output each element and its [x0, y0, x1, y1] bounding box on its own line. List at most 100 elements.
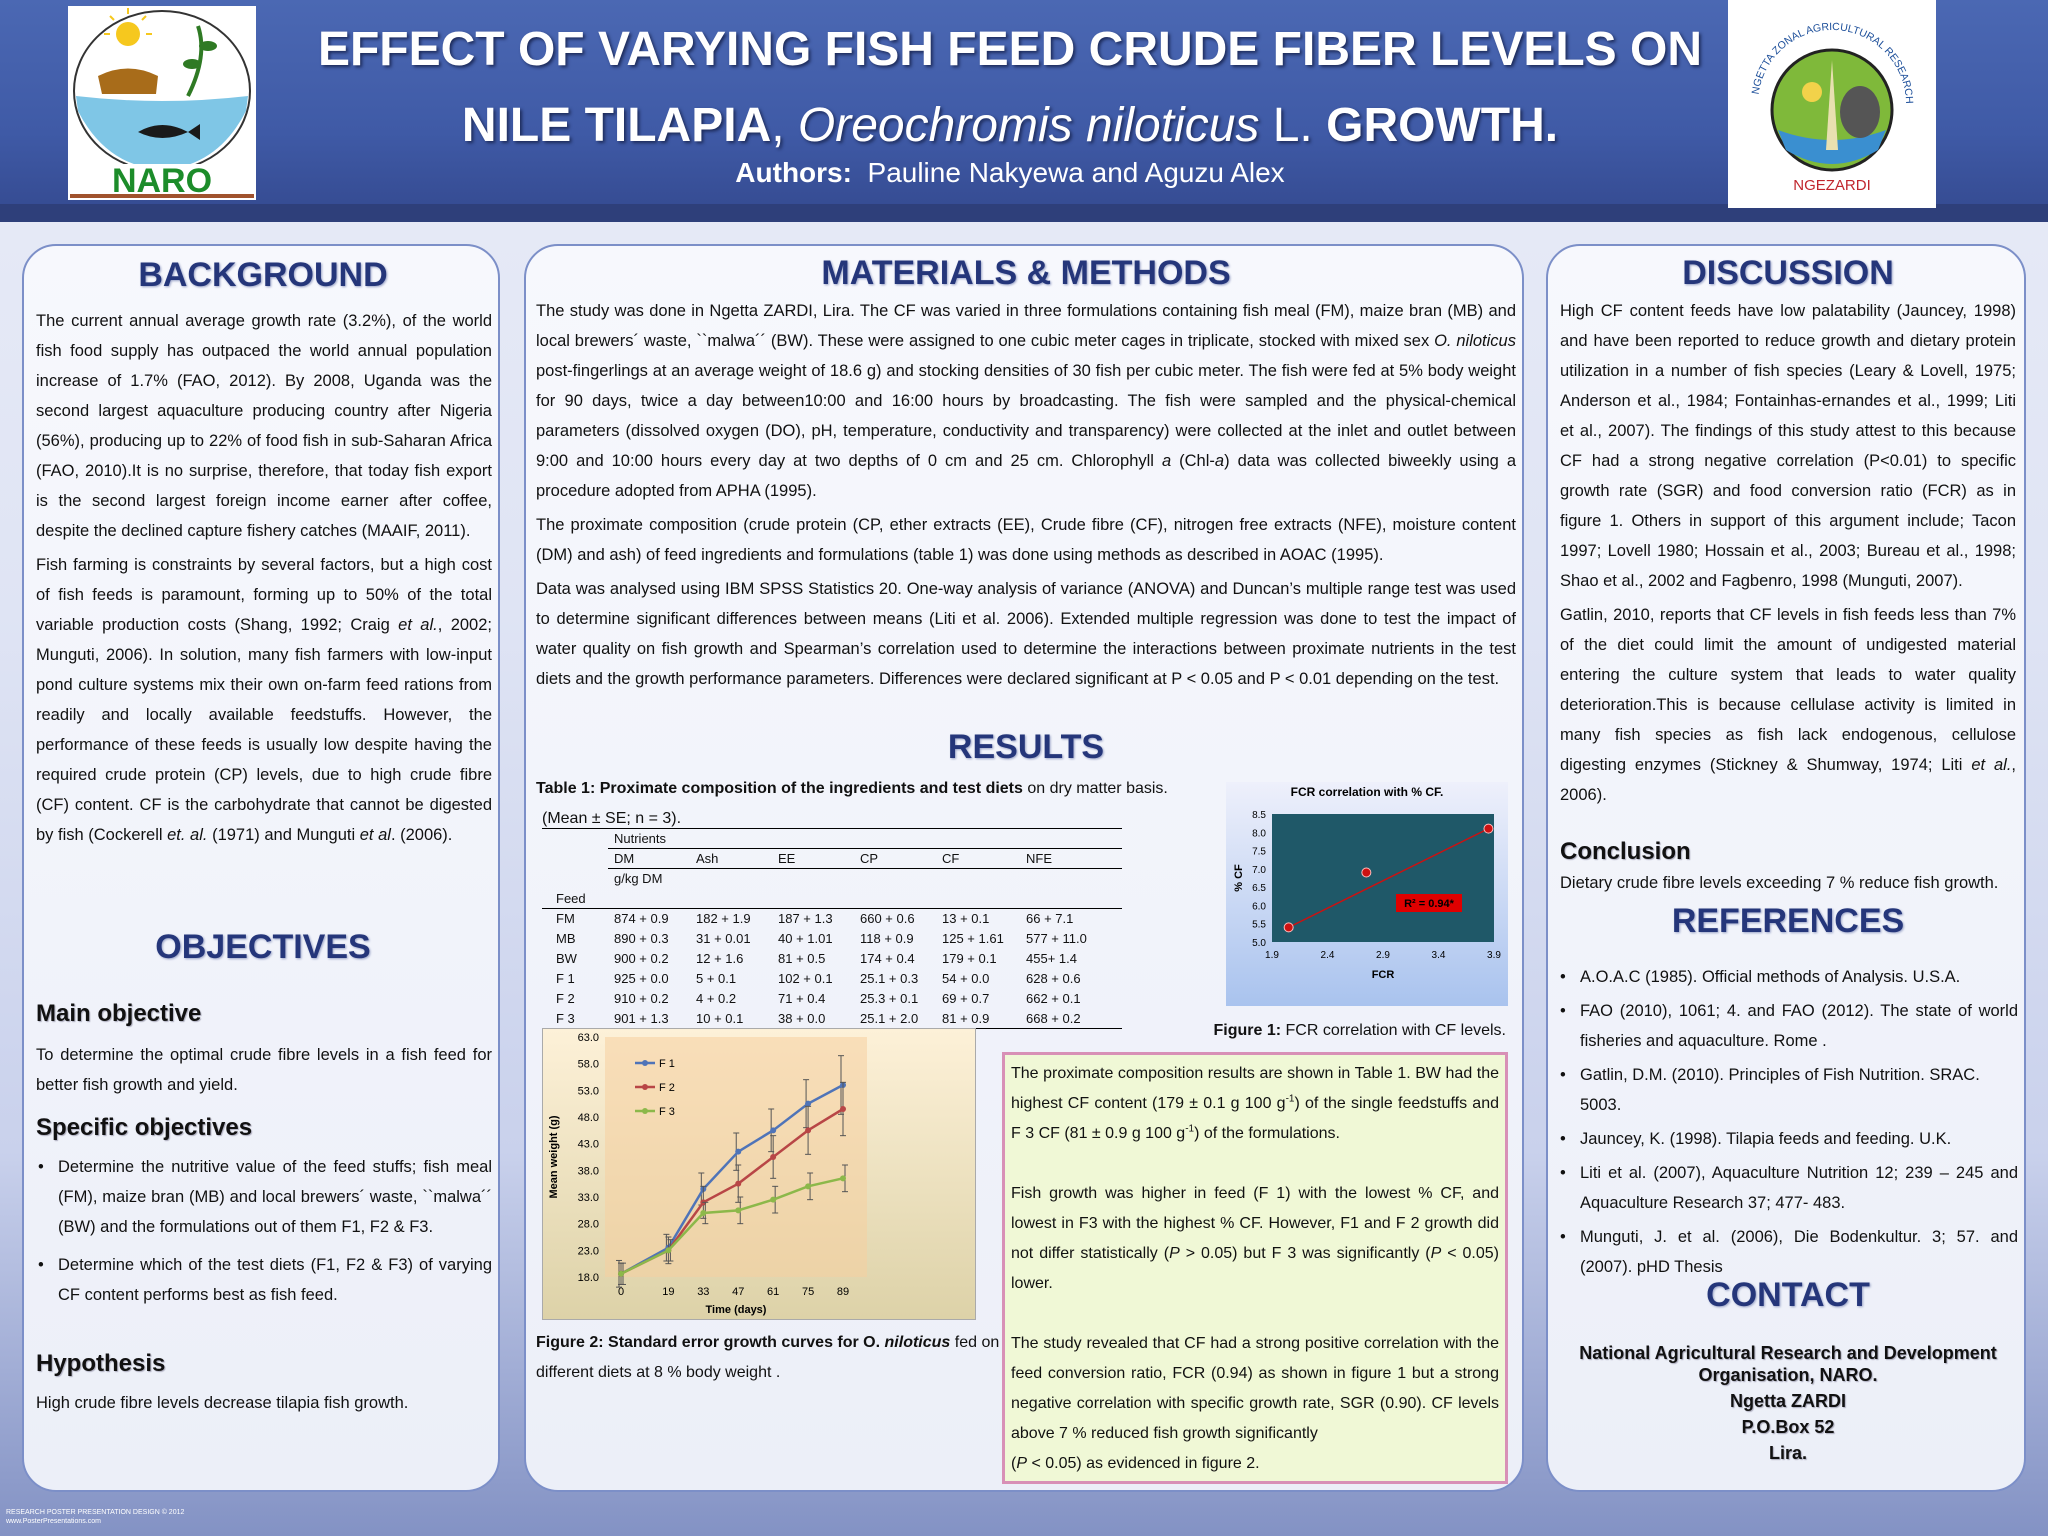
y-tick-label: 38.0 — [578, 1165, 599, 1177]
table-cell: 668 + 0.2 — [1020, 1008, 1122, 1029]
plot-area — [1272, 814, 1494, 942]
x-tick-label: 61 — [767, 1286, 779, 1298]
table-cell: 174 + 0.4 — [860, 951, 915, 966]
legend-marker — [642, 1108, 648, 1114]
legend-label: F 3 — [659, 1106, 675, 1118]
background-paragraph: The current annual average growth rate (… — [36, 312, 492, 540]
table-cell: 81 + 0.5 — [778, 951, 826, 966]
y-tick-label: 5.5 — [1252, 920, 1266, 931]
table-cell: 901 + 1.3 — [608, 1008, 690, 1029]
list-item: Determine which of the test diets (F1, F… — [36, 1250, 492, 1310]
y-tick-label: 6.0 — [1252, 901, 1266, 912]
x-tick-label: 1.9 — [1265, 950, 1279, 961]
table-cell: 25.1 + 2.0 — [854, 1008, 936, 1029]
left-column: BACKGROUND The current annual average gr… — [22, 244, 500, 1492]
contact-box: P.O.Box 52 — [1741, 1417, 1835, 1437]
table-cell: 900 + 0.2 — [614, 951, 669, 966]
table-cell-feed: BW — [556, 951, 577, 966]
data-point — [805, 1100, 812, 1107]
legend-marker — [642, 1084, 648, 1090]
discussion-paragraph: High CF content feeds have low palatabil… — [1560, 302, 2016, 590]
specific-objectives-heading: Specific objectives — [36, 1114, 253, 1141]
table-cell: 25.3 + 0.1 — [860, 991, 919, 1006]
x-tick-label: 33 — [697, 1286, 709, 1298]
footer-credit-url[interactable]: www.PosterPresentations.com — [6, 1518, 101, 1525]
species-name: Oreochromis niloticus — [797, 99, 1260, 152]
table-cell: 71 + 0.4 — [778, 991, 826, 1006]
table-row: FM 874 + 0.9 182 + 1.9 187 + 1.3 660 + 0.6 13… — [542, 909, 1122, 929]
reference-item: Liti et al. (2007), Aquaculture Nutritio… — [1558, 1158, 2018, 1218]
table-cell: 125 + 1.61 — [942, 931, 1004, 946]
table-row: F 2 910 + 0.2 4 + 0.2 71 + 0.4 25.3 + 0.1 69 … — [542, 989, 1122, 1009]
results-paragraph: The study revealed that CF had a strong … — [1011, 1335, 1499, 1472]
table-cell: 38 + 0.0 — [772, 1008, 854, 1029]
data-point — [840, 1106, 846, 1112]
table-header: NFE — [1020, 848, 1122, 869]
data-point — [770, 1154, 777, 1160]
data-point — [735, 1148, 742, 1155]
legend-label: F 1 — [659, 1058, 675, 1070]
table-header: EE — [772, 848, 854, 869]
table-cell: 628 + 0.6 — [1026, 971, 1081, 986]
x-tick-label: 89 — [837, 1286, 849, 1298]
y-tick-label: 48.0 — [578, 1112, 599, 1124]
table-cell: 4 + 0.2 — [696, 991, 737, 1006]
figure1-caption: Figure 1: FCR correlation with CF levels… — [1213, 1022, 1506, 1039]
data-point — [1283, 922, 1294, 933]
right-column: DISCUSSION High CF content feeds have lo… — [1546, 244, 2026, 1492]
results-summary-box: The proximate composition results are sh… — [1002, 1052, 1508, 1484]
y-tick-label: 58.0 — [578, 1059, 599, 1071]
x-tick-label: 2.9 — [1376, 950, 1390, 961]
table-cell: 66 + 7.1 — [1026, 911, 1074, 927]
table-cell: 31 + 0.01 — [696, 931, 751, 946]
poster-title-line1: EFFECT OF VARYING FISH FEED CRUDE FIBER … — [317, 23, 1703, 76]
table-cell: 925 + 0.0 — [614, 971, 669, 986]
methods-paragraph: Data was analysed using IBM SPSS Statist… — [536, 580, 1516, 688]
fcr-correlation-chart: FCR correlation with % CF. 5.0 5.5 6.0 6.5 7.… — [1226, 782, 1508, 1006]
references-list: A.O.A.C (1985). Official methods of Anal… — [1558, 962, 2018, 1282]
table-cell: 25.1 + 0.3 — [860, 971, 919, 986]
table-cell: 13 + 0.1 — [942, 911, 990, 927]
proximate-composition-table: Nutrients DM Ash EE CP CF NFE g/kg DM Fe… — [542, 828, 1122, 1029]
table-cell: 81 + 0.9 — [936, 1008, 1020, 1029]
table-cell: 5 + 0.1 — [696, 971, 737, 986]
table-cell-feed: F 1 — [556, 971, 575, 986]
specific-objectives-list: Determine the nutritive value of the fee… — [36, 1152, 492, 1310]
authors-label: Authors: — [735, 157, 852, 188]
ngezardi-logo-text: NGEZARDI — [1793, 177, 1871, 194]
methods-text: The study was done in Ngetta ZARDI, Lira… — [536, 296, 1516, 694]
main-objective-heading: Main objective — [36, 1000, 202, 1027]
table-cell-feed: MB — [556, 931, 576, 946]
y-axis-label: % CF — [1233, 864, 1245, 892]
table-cell: 54 + 0.0 — [942, 971, 990, 986]
table-row: MB 890 + 0.3 31 + 0.01 40 + 1.01 118 + 0.9 12… — [542, 929, 1122, 949]
table-header: CF — [936, 848, 1020, 869]
results-paragraph: Fish growth was higher in feed (F 1) wit… — [1011, 1185, 1500, 1292]
table-caption: Table 1: Proximate composition of the in… — [536, 780, 1168, 827]
table-row: BW 900 + 0.2 12 + 1.6 81 + 0.5 174 + 0.4 179 … — [542, 949, 1122, 969]
contact-city: Lira. — [1768, 1443, 1807, 1463]
results-heading: RESULTS — [947, 728, 1105, 766]
footer-credit-line: RESEARCH POSTER PRESENTATION DESIGN © 20… — [6, 1509, 185, 1516]
table-cell: 455+ 1.4 — [1026, 951, 1077, 966]
table-group-header: Nutrients — [608, 828, 1122, 849]
discussion-heading: DISCUSSION — [1682, 254, 1894, 292]
table-cell: 662 + 0.1 — [1026, 991, 1081, 1006]
x-tick-label: 3.9 — [1487, 950, 1501, 961]
authors-line: Authors: Pauline Nakyewa and Aguzu Alex — [300, 157, 1720, 189]
trend-line — [1288, 827, 1489, 929]
data-point — [805, 1127, 812, 1134]
legend-label: F 2 — [659, 1082, 675, 1094]
table-cell-feed: F 3 — [542, 1008, 608, 1029]
hypothesis-text: High crude fibre levels decrease tilapia… — [36, 1394, 409, 1412]
table-cell: 69 + 0.7 — [942, 991, 990, 1006]
table-cell: 10 + 0.1 — [690, 1008, 772, 1029]
objectives-heading: OBJECTIVES — [155, 928, 371, 966]
methods-heading: MATERIALS & METHODS — [821, 254, 1231, 292]
data-point — [735, 1207, 742, 1214]
table-cell: 874 + 0.9 — [614, 911, 669, 927]
contact-organisation: National Agricultural Research and Devel… — [1579, 1343, 1997, 1385]
footer-credit: RESEARCH POSTER PRESENTATION DESIGN © 20… — [6, 1508, 184, 1526]
legend-marker — [642, 1060, 648, 1066]
annotation-box — [1396, 894, 1462, 912]
